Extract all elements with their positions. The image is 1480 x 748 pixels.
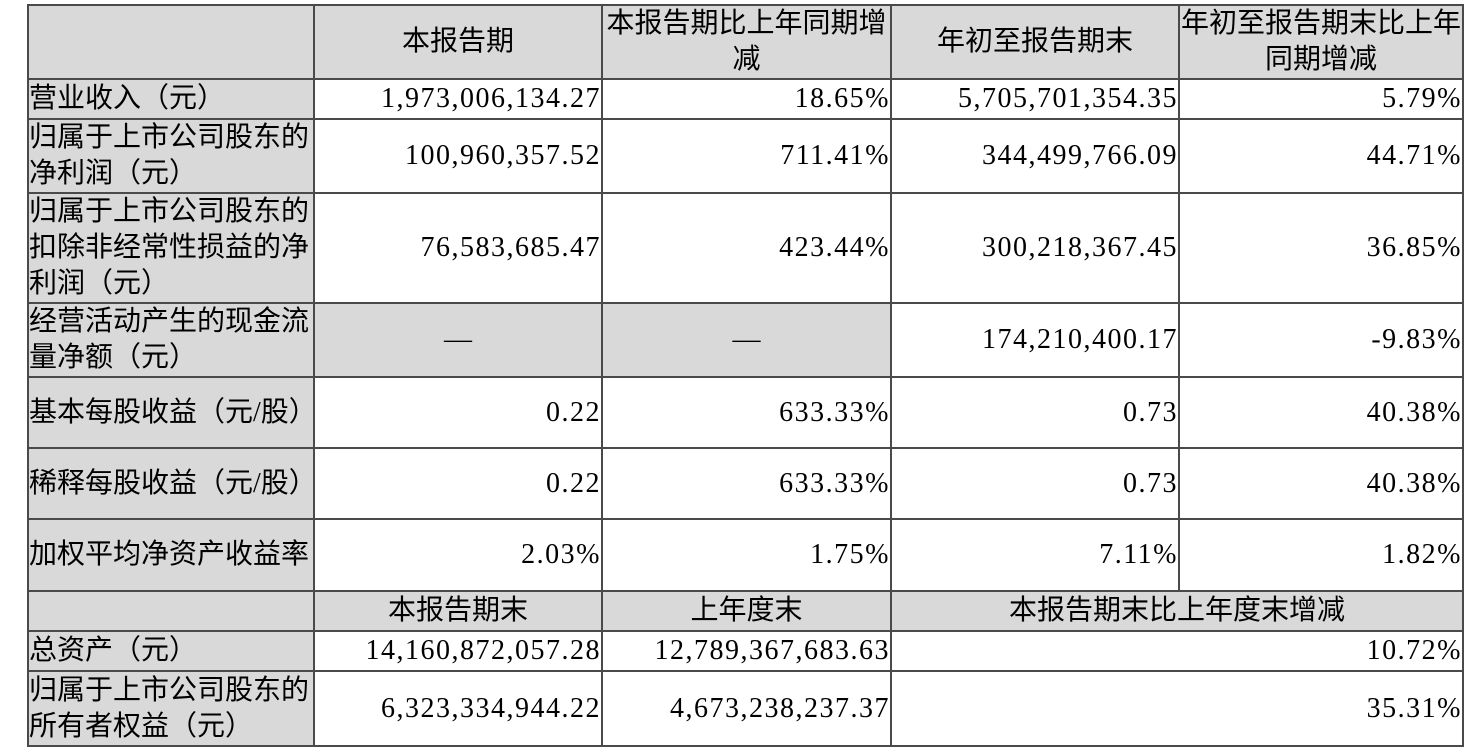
value-yoy-change: 1.75% — [601, 518, 892, 592]
value-current-period-dash: — — [313, 302, 603, 378]
value-end-of-prior-year: 12,789,367,683.63 — [601, 630, 892, 672]
header-empty-cell — [27, 590, 315, 632]
table-row-operating-cash-flow: 经营活动产生的现金流量净额（元） — — 174,210,400.17 -9.8… — [27, 302, 1464, 378]
value-change: 10.72% — [890, 630, 1464, 672]
value-current-period: 2.03% — [313, 518, 603, 592]
row-label: 加权平均净资产收益率 — [27, 518, 315, 592]
table-row-equity-attributable-to-shareholders: 归属于上市公司股东的所有者权益（元） 6,323,334,944.22 4,67… — [27, 670, 1464, 747]
header-ytd: 年初至报告期末 — [890, 4, 1180, 80]
table-row-weighted-avg-roe: 加权平均净资产收益率 2.03% 1.75% 7.11% 1.82% — [27, 518, 1464, 592]
table-row-revenue: 营业收入（元） 1,973,006,134.27 18.65% 5,705,70… — [27, 78, 1464, 120]
header-empty-cell — [27, 4, 315, 80]
value-current-period: 1,973,006,134.27 — [313, 78, 603, 120]
value-yoy-change: 423.44% — [601, 192, 892, 304]
value-current-period: 0.22 — [313, 447, 603, 520]
value-current-period: 0.22 — [313, 376, 603, 449]
table-row-total-assets: 总资产（元） 14,160,872,057.28 12,789,367,683.… — [27, 630, 1464, 672]
row-label: 基本每股收益（元/股） — [27, 376, 315, 449]
value-ytd-yoy-change: 44.71% — [1178, 118, 1464, 194]
value-ytd-yoy-change: -9.83% — [1178, 302, 1464, 378]
table-row-net-profit: 归属于上市公司股东的净利润（元） 100,960,357.52 711.41% … — [27, 118, 1464, 194]
value-ytd-yoy-change: 1.82% — [1178, 518, 1464, 592]
row-label: 归属于上市公司股东的净利润（元） — [27, 118, 315, 194]
header-yoy-change: 本报告期比上年同期增减 — [601, 4, 892, 80]
header-end-of-period: 本报告期末 — [313, 590, 603, 632]
row-label: 经营活动产生的现金流量净额（元） — [27, 302, 315, 378]
value-ytd-yoy-change: 5.79% — [1178, 78, 1464, 120]
row-label: 总资产（元） — [27, 630, 315, 672]
value-ytd: 5,705,701,354.35 — [890, 78, 1180, 120]
value-ytd: 0.73 — [890, 447, 1180, 520]
value-end-of-prior-year: 4,673,238,237.37 — [601, 670, 892, 747]
row-label: 归属于上市公司股东的所有者权益（元） — [27, 670, 315, 747]
value-ytd: 7.11% — [890, 518, 1180, 592]
row-label: 营业收入（元） — [27, 78, 315, 120]
value-yoy-change-dash: — — [601, 302, 892, 378]
value-yoy-change: 633.33% — [601, 376, 892, 449]
table-row-diluted-eps: 稀释每股收益（元/股） 0.22 633.33% 0.73 40.38% — [27, 447, 1464, 520]
section2-header-row: 本报告期末 上年度末 本报告期末比上年度末增减 — [27, 590, 1464, 632]
value-ytd-yoy-change: 36.85% — [1178, 192, 1464, 304]
table-row-basic-eps: 基本每股收益（元/股） 0.22 633.33% 0.73 40.38% — [27, 376, 1464, 449]
header-period-vs-prior-year-change: 本报告期末比上年度末增减 — [890, 590, 1464, 632]
value-ytd-yoy-change: 40.38% — [1178, 447, 1464, 520]
value-ytd-yoy-change: 40.38% — [1178, 376, 1464, 449]
row-label: 稀释每股收益（元/股） — [27, 447, 315, 520]
value-yoy-change: 18.65% — [601, 78, 892, 120]
value-current-period: 76,583,685.47 — [313, 192, 603, 304]
value-change: 35.31% — [890, 670, 1464, 747]
header-current-period: 本报告期 — [313, 4, 603, 80]
header-end-of-prior-year: 上年度末 — [601, 590, 892, 632]
value-ytd: 344,499,766.09 — [890, 118, 1180, 194]
header-ytd-yoy-change: 年初至报告期末比上年同期增减 — [1178, 4, 1464, 80]
value-yoy-change: 711.41% — [601, 118, 892, 194]
section1-header-row: 本报告期 本报告期比上年同期增减 年初至报告期末 年初至报告期末比上年同期增减 — [27, 4, 1464, 80]
row-label: 归属于上市公司股东的扣除非经常性损益的净利润（元） — [27, 192, 315, 304]
value-end-of-period: 6,323,334,944.22 — [313, 670, 603, 747]
value-ytd: 174,210,400.17 — [890, 302, 1180, 378]
value-current-period: 100,960,357.52 — [313, 118, 603, 194]
value-ytd: 300,218,367.45 — [890, 192, 1180, 304]
value-end-of-period: 14,160,872,057.28 — [313, 630, 603, 672]
table-row-net-profit-excl-nonrecurring: 归属于上市公司股东的扣除非经常性损益的净利润（元） 76,583,685.47 … — [27, 192, 1464, 304]
value-yoy-change: 633.33% — [601, 447, 892, 520]
value-ytd: 0.73 — [890, 376, 1180, 449]
financial-summary-table: 本报告期 本报告期比上年同期增减 年初至报告期末 年初至报告期末比上年同期增减 … — [27, 4, 1464, 747]
